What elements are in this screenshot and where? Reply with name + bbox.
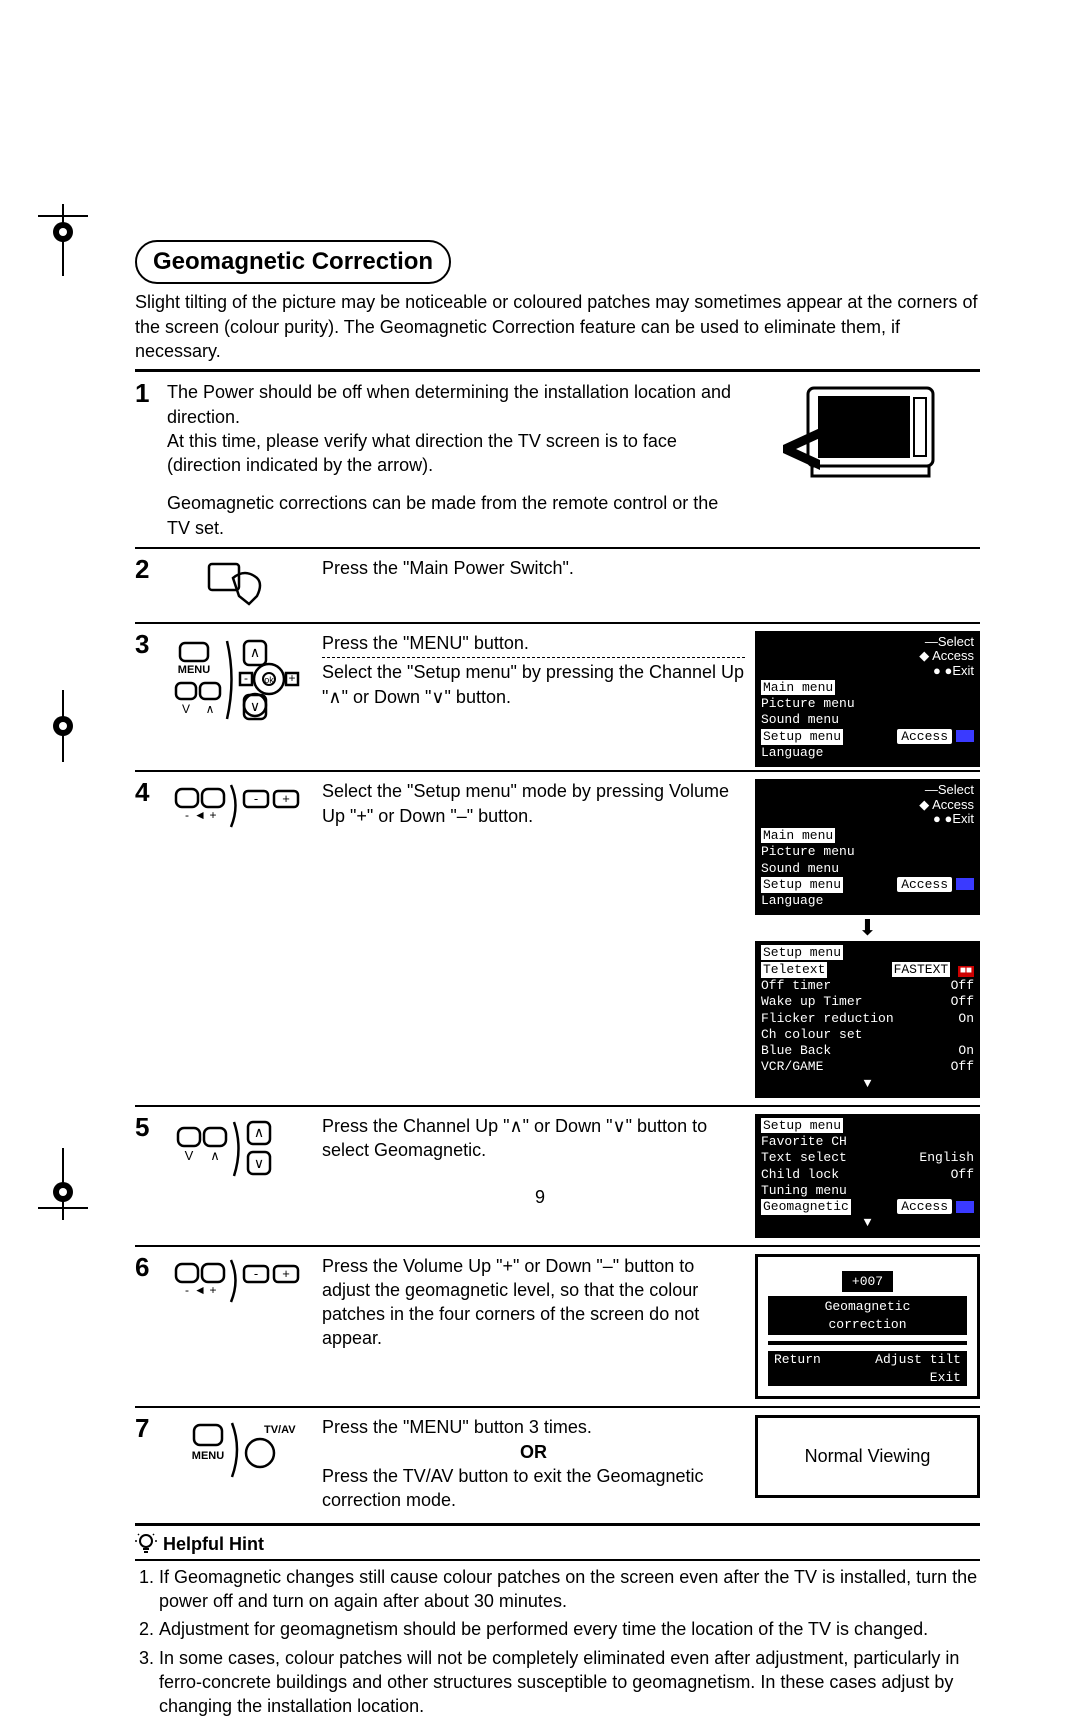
registration-mark-top (38, 204, 88, 276)
divider (135, 1559, 980, 1561)
divider (135, 1406, 980, 1408)
divider (135, 1523, 980, 1526)
step-6: 6 - ◄ + - + Press the Volume Up "+" or D… (135, 1250, 980, 1404)
svg-text:◄: ◄ (194, 808, 206, 822)
step-text: At this time, please verify what directi… (167, 429, 745, 478)
divider (135, 1105, 980, 1107)
step-text: Select the "Setup menu" by pressing the … (322, 660, 745, 709)
osd-geomagnetic-panel: +007 Geomagnetic correction Return Adjus… (755, 1254, 980, 1400)
or-separator: OR (322, 1440, 745, 1464)
remote-menu-icon: MENU V ∧ ∧ ok - + ∨ (167, 631, 312, 725)
volume-buttons-icon: - ◄ + - + (167, 1254, 312, 1306)
registration-mark-mid (38, 690, 88, 762)
volume-buttons-icon: - ◄ + - + (167, 779, 312, 831)
hint-item: If Geomagnetic changes still cause colou… (159, 1565, 980, 1614)
svg-text:◄: ◄ (194, 1283, 206, 1297)
svg-text:+: + (282, 1266, 290, 1281)
helpful-hint-title: Helpful Hint (135, 1532, 980, 1556)
svg-text:-: - (254, 791, 258, 806)
step-text: Press the Channel Up "∧" or Down "∨" but… (322, 1114, 745, 1163)
hand-press-icon (167, 556, 312, 615)
step-number: 7 (135, 1415, 157, 1441)
step-text: The Power should be off when determining… (167, 380, 745, 429)
osd-main-menu-2: —Select ◆ Access ● ●Exit Main menu Pictu… (755, 779, 980, 915)
step-1: 1 The Power should be off when determini… (135, 376, 980, 544)
svg-text:+: + (209, 808, 216, 822)
svg-text:∧: ∧ (254, 1124, 264, 1140)
step-text: Press the TV/AV button to exit the Geoma… (322, 1464, 745, 1513)
svg-text:∨: ∨ (250, 698, 260, 714)
step-number: 3 (135, 631, 157, 657)
hint-item: Adjustment for geomagnetism should be pe… (159, 1617, 980, 1641)
svg-text:∨: ∨ (254, 1155, 264, 1171)
divider (135, 547, 980, 549)
divider (322, 657, 745, 658)
svg-text:∧: ∧ (206, 702, 215, 716)
intro-text: Slight tilting of the picture may be not… (135, 290, 980, 363)
step-number: 4 (135, 779, 157, 805)
step-3: 3 MENU V ∧ ∧ ok - (135, 627, 980, 767)
svg-text:MENU: MENU (192, 1450, 224, 1462)
osd-setup-menu-2: Setup menu Favorite CH Text selectEnglis… (755, 1114, 980, 1238)
menu-tvav-icon: MENU TV/AV (167, 1415, 312, 1483)
bulb-icon (135, 1533, 157, 1555)
svg-text:-: - (254, 1266, 258, 1281)
svg-text:TV/AV: TV/AV (264, 1424, 296, 1436)
step-text: Select the "Setup menu" mode by pressing… (322, 779, 745, 828)
divider (135, 369, 980, 372)
osd-setup-menu: Setup menu TeletextFASTEXT ■■ Off timerO… (755, 941, 980, 1098)
svg-text:∧: ∧ (250, 644, 260, 660)
svg-text:-: - (185, 1283, 189, 1297)
svg-text:+: + (288, 671, 295, 685)
channel-buttons-icon: V ∧ ∧ ∨ (167, 1114, 312, 1182)
svg-text:-: - (244, 671, 248, 685)
osd-main-menu: —Select ◆ Access ● ●Exit Main menu Pictu… (755, 631, 980, 767)
step-5: 5 V ∧ ∧ ∨ Press the Channel Up "∧" or Do… (135, 1110, 980, 1242)
step-7: 7 MENU TV/AV Press the "MENU" button 3 t… (135, 1411, 980, 1516)
svg-text:∧: ∧ (210, 1148, 220, 1163)
step-text: Press the "MENU" button 3 times. (322, 1415, 745, 1439)
step-text: Press the "Main Power Switch". (322, 556, 745, 580)
divider (135, 622, 980, 624)
section-title: Geomagnetic Correction (135, 240, 451, 284)
step-text: Press the "MENU" button. (322, 631, 745, 655)
divider (135, 1245, 980, 1247)
svg-text:ok: ok (264, 675, 274, 685)
osd-normal-viewing: Normal Viewing (755, 1415, 980, 1497)
step-text: Press the Volume Up "+" or Down "–" butt… (322, 1254, 745, 1351)
svg-text:V: V (185, 1148, 194, 1163)
svg-text:V: V (182, 702, 190, 716)
step-number: 5 (135, 1114, 157, 1140)
step-number: 6 (135, 1254, 157, 1280)
tv-illustration (755, 380, 980, 490)
step-number: 2 (135, 556, 157, 582)
step-text: Geomagnetic corrections can be made from… (167, 491, 745, 540)
page-number: 9 (0, 1185, 1080, 1209)
hints-list: If Geomagnetic changes still cause colou… (135, 1565, 980, 1719)
step-4: 4 - ◄ + - + Select the "Setup menu" mode… (135, 775, 980, 1102)
svg-text:+: + (282, 791, 290, 806)
down-arrow-icon: ⬇ (755, 917, 980, 939)
divider (135, 770, 980, 772)
menu-label: MENU (178, 664, 210, 676)
step-number: 1 (135, 380, 157, 406)
svg-text:-: - (185, 808, 189, 822)
step-2: 2 Press the "Main Power Switch". (135, 552, 980, 619)
svg-text:+: + (209, 1283, 216, 1297)
